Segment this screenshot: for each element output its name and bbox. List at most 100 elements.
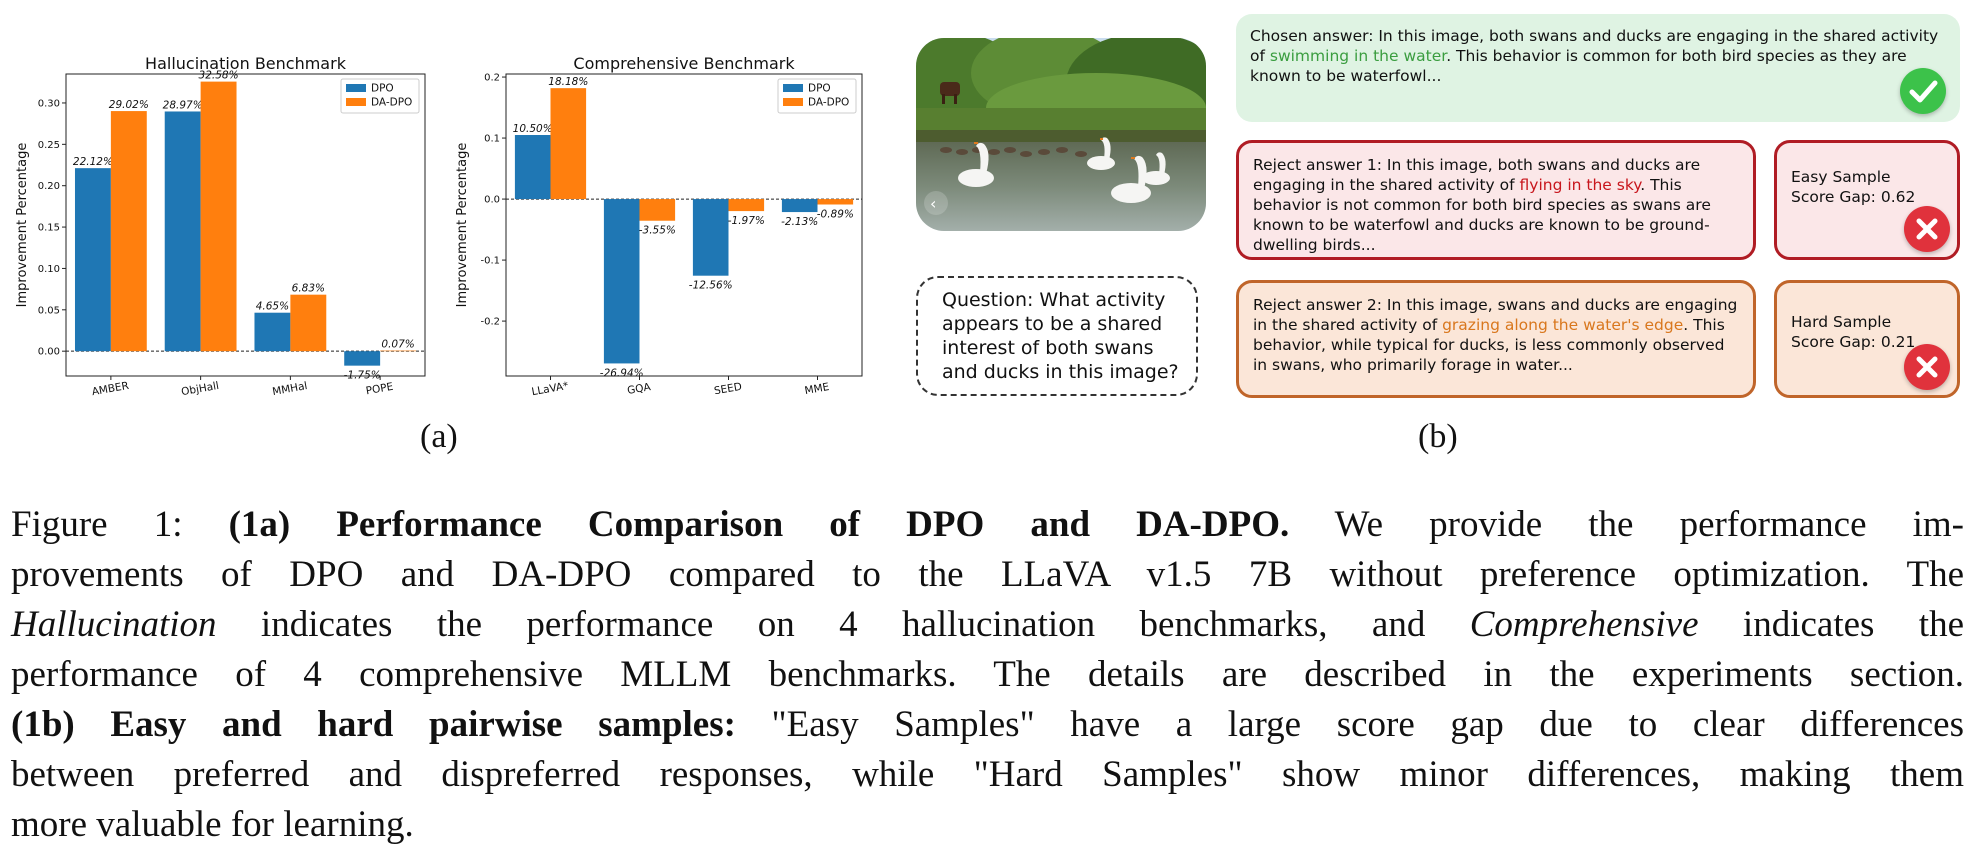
- easy-sample-title: Easy Sample: [1791, 168, 1891, 186]
- caption-text: provements of DPO and DA-DPO compared to…: [11, 554, 1964, 595]
- cross-icon: [1904, 206, 1950, 252]
- y-tick-label: 0.10: [38, 264, 60, 275]
- check-icon: [1900, 68, 1946, 114]
- x-tick-label: MME: [804, 381, 830, 397]
- bar-dpo: [514, 135, 551, 200]
- caption-text: indicates the performance on 4 hallucina…: [216, 604, 1470, 645]
- caption-fig: Figure 1:: [11, 504, 229, 545]
- easy-score-gap: Score Gap: 0.62: [1791, 188, 1916, 206]
- caption-italic: Comprehensive: [1469, 604, 1699, 645]
- panel-label-b: (b): [1418, 418, 1458, 455]
- legend-label: DPO: [808, 83, 831, 95]
- legend-swatch: [346, 98, 366, 106]
- legend-label: DA-DPO: [371, 97, 412, 109]
- bar-da-dpo: [728, 199, 765, 212]
- caption-text: performance of 4 comprehensive MLLM benc…: [11, 654, 1964, 695]
- panel-label-a: (a): [420, 418, 458, 455]
- x-tick-label: SEED: [713, 381, 743, 398]
- data-label: 4.65%: [256, 301, 289, 313]
- reject1-prefix: Reject answer 1: In this image, both swa…: [1253, 156, 1701, 194]
- hard-sample-box: Hard Sample Score Gap: 0.21: [1774, 280, 1960, 398]
- data-label: -1.75%: [344, 370, 381, 382]
- reject1-highlight: flying in the sky: [1519, 176, 1641, 194]
- data-label: -26.94%: [600, 367, 644, 379]
- bar-dpo: [74, 168, 111, 352]
- chosen-answer-box: Chosen answer: In this image, both swans…: [1236, 14, 1960, 122]
- reject-answer-2-box: Reject answer 2: In this image, swans an…: [1236, 280, 1756, 398]
- y-tick-label: 0.2: [484, 73, 500, 84]
- x-tick-label: GQA: [626, 381, 652, 397]
- chart-title: Hallucination Benchmark: [145, 54, 347, 73]
- bar-da-dpo: [380, 350, 417, 352]
- data-label: -0.89%: [817, 209, 854, 221]
- reject2-prefix: Reject answer 2: In this image, swans an…: [1253, 296, 1738, 334]
- data-label: -3.55%: [639, 225, 676, 237]
- plot-frame: [65, 73, 426, 377]
- data-label: -12.56%: [689, 280, 733, 292]
- chevron-left-icon: ‹: [930, 194, 936, 213]
- x-tick-label: LLaVA*: [531, 380, 570, 398]
- cross-icon: [1904, 344, 1950, 390]
- data-label: -2.13%: [781, 216, 818, 228]
- y-tick-label: 0.1: [484, 134, 500, 145]
- data-label: 22.12%: [73, 156, 113, 168]
- caption-text: We provide the performance im-: [1289, 504, 1964, 545]
- y-axis-label: Improvement Percentage: [15, 143, 30, 308]
- plot-frame: [505, 73, 863, 377]
- caption-text: more valuable for learning.: [11, 804, 414, 845]
- caption-1a-heading: (1a) Performance Comparison of DPO and D…: [228, 504, 1290, 545]
- reject-answer-1-box: Reject answer 1: In this image, both swa…: [1236, 140, 1756, 260]
- x-tick-label: MMHal: [271, 380, 308, 398]
- x-tick-label: ObjHall: [180, 380, 220, 398]
- data-label: 18.18%: [548, 76, 588, 88]
- legend-swatch: [346, 84, 366, 92]
- y-tick-label: -0.1: [480, 256, 500, 267]
- legend-label: DPO: [371, 83, 394, 95]
- data-label: -1.97%: [728, 215, 765, 227]
- data-label: 29.02%: [109, 99, 149, 111]
- bar-da-dpo: [550, 88, 587, 200]
- caption-1b-heading: (1b) Easy and hard pairwise samples:: [11, 704, 736, 745]
- figure-caption: Figure 1: (1a) Performance Comparison of…: [11, 500, 1964, 850]
- comprehensive-chart: Comprehensive Benchmark Improvement Perce…: [455, 54, 863, 398]
- hard-sample-title: Hard Sample: [1791, 313, 1892, 331]
- bar-dpo: [603, 199, 640, 364]
- y-axis-label: Improvement Percentage: [455, 143, 470, 308]
- y-tick-label: -0.2: [480, 317, 500, 328]
- reject1-suffix: . This behavior is not common for both b…: [1253, 176, 1711, 254]
- swans-illustration: ‹: [916, 38, 1206, 231]
- question-box: Question: What activity appears to be a …: [916, 276, 1198, 396]
- y-tick-label: 0.05: [38, 305, 60, 316]
- bar-da-dpo: [290, 294, 327, 352]
- y-tick-label: 0.0: [484, 195, 500, 206]
- data-label: 28.97%: [163, 99, 203, 111]
- bar-dpo: [164, 111, 201, 352]
- chart-title: Comprehensive Benchmark: [573, 54, 795, 73]
- reject2-highlight: grazing along the water's edge: [1442, 316, 1684, 334]
- chart-legend: DPO DA-DPO: [777, 78, 857, 114]
- y-tick-label: 0.00: [38, 347, 60, 358]
- reject2-suffix: . This behavior, while typical for ducks…: [1253, 316, 1725, 374]
- caption-text: indicates the: [1698, 604, 1965, 645]
- hallucination-chart: Hallucination Benchmark Improvement Perce…: [15, 54, 426, 398]
- data-label: 32.58%: [199, 70, 239, 82]
- bar-dpo: [781, 199, 818, 213]
- caption-text: between preferred and dispreferred respo…: [11, 754, 1964, 795]
- chosen-suffix: . This behavior is common for both bird …: [1250, 47, 1907, 85]
- caption-italic: Hallucination: [11, 604, 217, 645]
- x-tick-label: POPE: [365, 381, 394, 398]
- bar-dpo: [344, 351, 381, 366]
- caption-text: "Easy Samples" have a large score gap du…: [735, 704, 1964, 745]
- data-label: 10.50%: [513, 123, 553, 135]
- data-label: 6.83%: [292, 283, 325, 295]
- bar-dpo: [692, 199, 729, 276]
- bar-da-dpo: [639, 199, 676, 221]
- bar-dpo: [254, 312, 291, 352]
- bar-da-dpo: [110, 111, 147, 352]
- chosen-prefix: Chosen answer: In this image, both swans…: [1250, 27, 1939, 65]
- swans-photo: ‹: [916, 38, 1206, 231]
- y-tick-label: 0.20: [38, 181, 60, 192]
- bar-da-dpo: [200, 81, 237, 352]
- legend-swatch: [783, 98, 803, 106]
- x-tick-label: AMBER: [91, 380, 130, 398]
